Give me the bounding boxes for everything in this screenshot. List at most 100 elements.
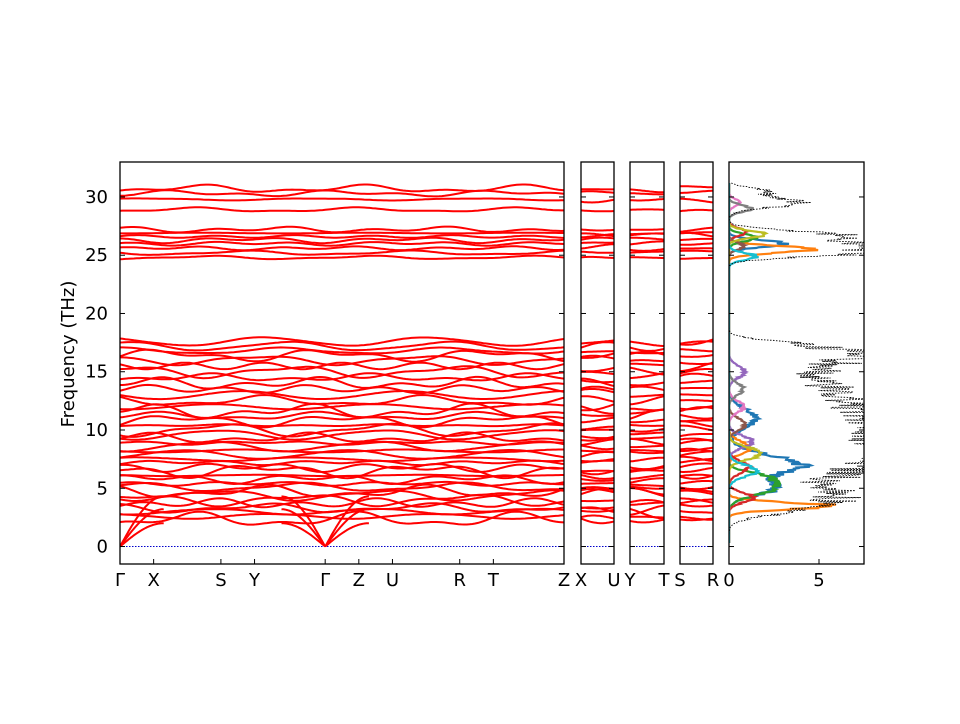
phonon-band-xu [581,519,614,524]
phonon-band-sr [680,258,713,259]
phonon-band-sr [680,239,713,240]
phonon-band-sr [680,186,713,187]
phonon-band-yt [630,433,664,435]
phonon-band-sr [680,415,713,419]
y-tick-label: 15 [85,362,108,383]
phonon-band-sr [680,228,713,232]
phonon-band-main [120,238,564,243]
partial-dos-line [729,183,811,543]
phonon-band-main [120,190,564,196]
phonon-band-xu [581,510,614,512]
phonon-band-sr [680,481,713,484]
chart-content [76,183,939,547]
kpoint-label: T [658,570,671,591]
kpoint-label: R [453,570,466,591]
phonon-band-main [120,356,564,365]
phonon-band-sr [680,511,713,513]
y-tick-label: 20 [85,303,108,324]
phonon-band-sr [680,210,713,211]
phonon-band-yt [630,485,664,487]
band-panel-xu [581,189,614,546]
phonon-band-yt [630,360,664,361]
phonon-band-sr [680,355,713,357]
y-tick-label: 25 [85,245,108,266]
phonon-band-sr [680,232,713,233]
phonon-band-sr [680,191,713,193]
phonon-band-xu [581,243,614,244]
phonon-band-yt [630,342,664,346]
phonon-band-sr [680,251,713,252]
phonon-band-yt [630,189,664,192]
phonon-band-main [120,461,564,466]
phonon-band-yt [630,193,664,194]
phonon-band-sr [680,434,713,436]
kpoint-label: S [215,570,226,591]
phonon-band-yt [630,353,664,354]
phonon-band-yt [630,446,664,447]
phonon-band-yt [630,450,664,451]
kpoint-label: Y [624,570,637,591]
phonon-band-yt [630,420,664,423]
phonon-band-yt [630,364,664,366]
phonon-band-yt [630,249,664,251]
phonon-band-xu [581,418,614,423]
phonon-band-yt [630,368,664,375]
phonon-band-sr [680,363,713,364]
phonon-band-sr [680,464,713,468]
phonon-band-main [120,424,564,426]
phonon-band-xu [581,244,614,248]
panel-frame-xu [581,162,614,564]
phonon-band-yt [630,233,664,234]
phonon-band-sr [680,381,713,383]
phonon-band-sr [680,451,713,455]
phonon-band-sr [680,421,713,422]
partial-dos-line [729,183,836,543]
phonon-band-yt [630,520,664,523]
phonon-band-xu [581,230,614,231]
band-panel-yt [630,189,664,546]
phonon-band-yt [630,439,664,445]
phonon-band-sr [680,505,713,507]
band-panel-sr [680,186,713,546]
phonon-band-main [120,337,564,346]
phonon-band-sr [680,374,713,376]
phonon-band-xu [581,446,614,450]
y-axis-label: Frequency (THz) [58,281,79,428]
y-tick-label: 5 [97,478,108,499]
dos-panel [729,183,939,543]
phonon-band-sr [680,468,713,472]
kpoint-label: R [707,570,720,591]
phonon-band-yt [630,409,664,411]
phonon-band-main [120,464,564,472]
phonon-band-main [120,251,564,255]
phonon-band-main [120,235,564,238]
y-tick-label: 0 [97,537,108,558]
phonon-band-xu [581,257,614,258]
kpoint-label: Y [248,570,261,591]
kpoint-label: Γ [115,570,125,591]
phonon-band-yt [630,387,664,390]
kpoint-label: Z [558,570,570,591]
phonon-band-xu [581,516,614,519]
phonon-band-yt [630,241,664,244]
phonon-band-xu [581,368,614,372]
kpoint-label: T [487,570,500,591]
phonon-band-xu [581,508,614,509]
phonon-band-xu [581,451,614,452]
phonon-band-xu [581,252,614,253]
dos-tick-label: 0 [723,570,734,591]
phonon-band-yt [630,437,664,439]
phonon-band-xu [581,191,614,192]
phonon-band-main [120,207,564,211]
phonon-band-main [120,457,564,461]
phonon-band-main [120,483,564,492]
phonon-band-sr [680,394,713,395]
kpoint-label: S [674,570,685,591]
phonon-band-xu [581,389,614,392]
phonon-band-main [120,482,564,486]
phonon-band-main [120,227,564,233]
phonon-band-sr [680,243,713,245]
kpoint-label: Γ [320,570,330,591]
